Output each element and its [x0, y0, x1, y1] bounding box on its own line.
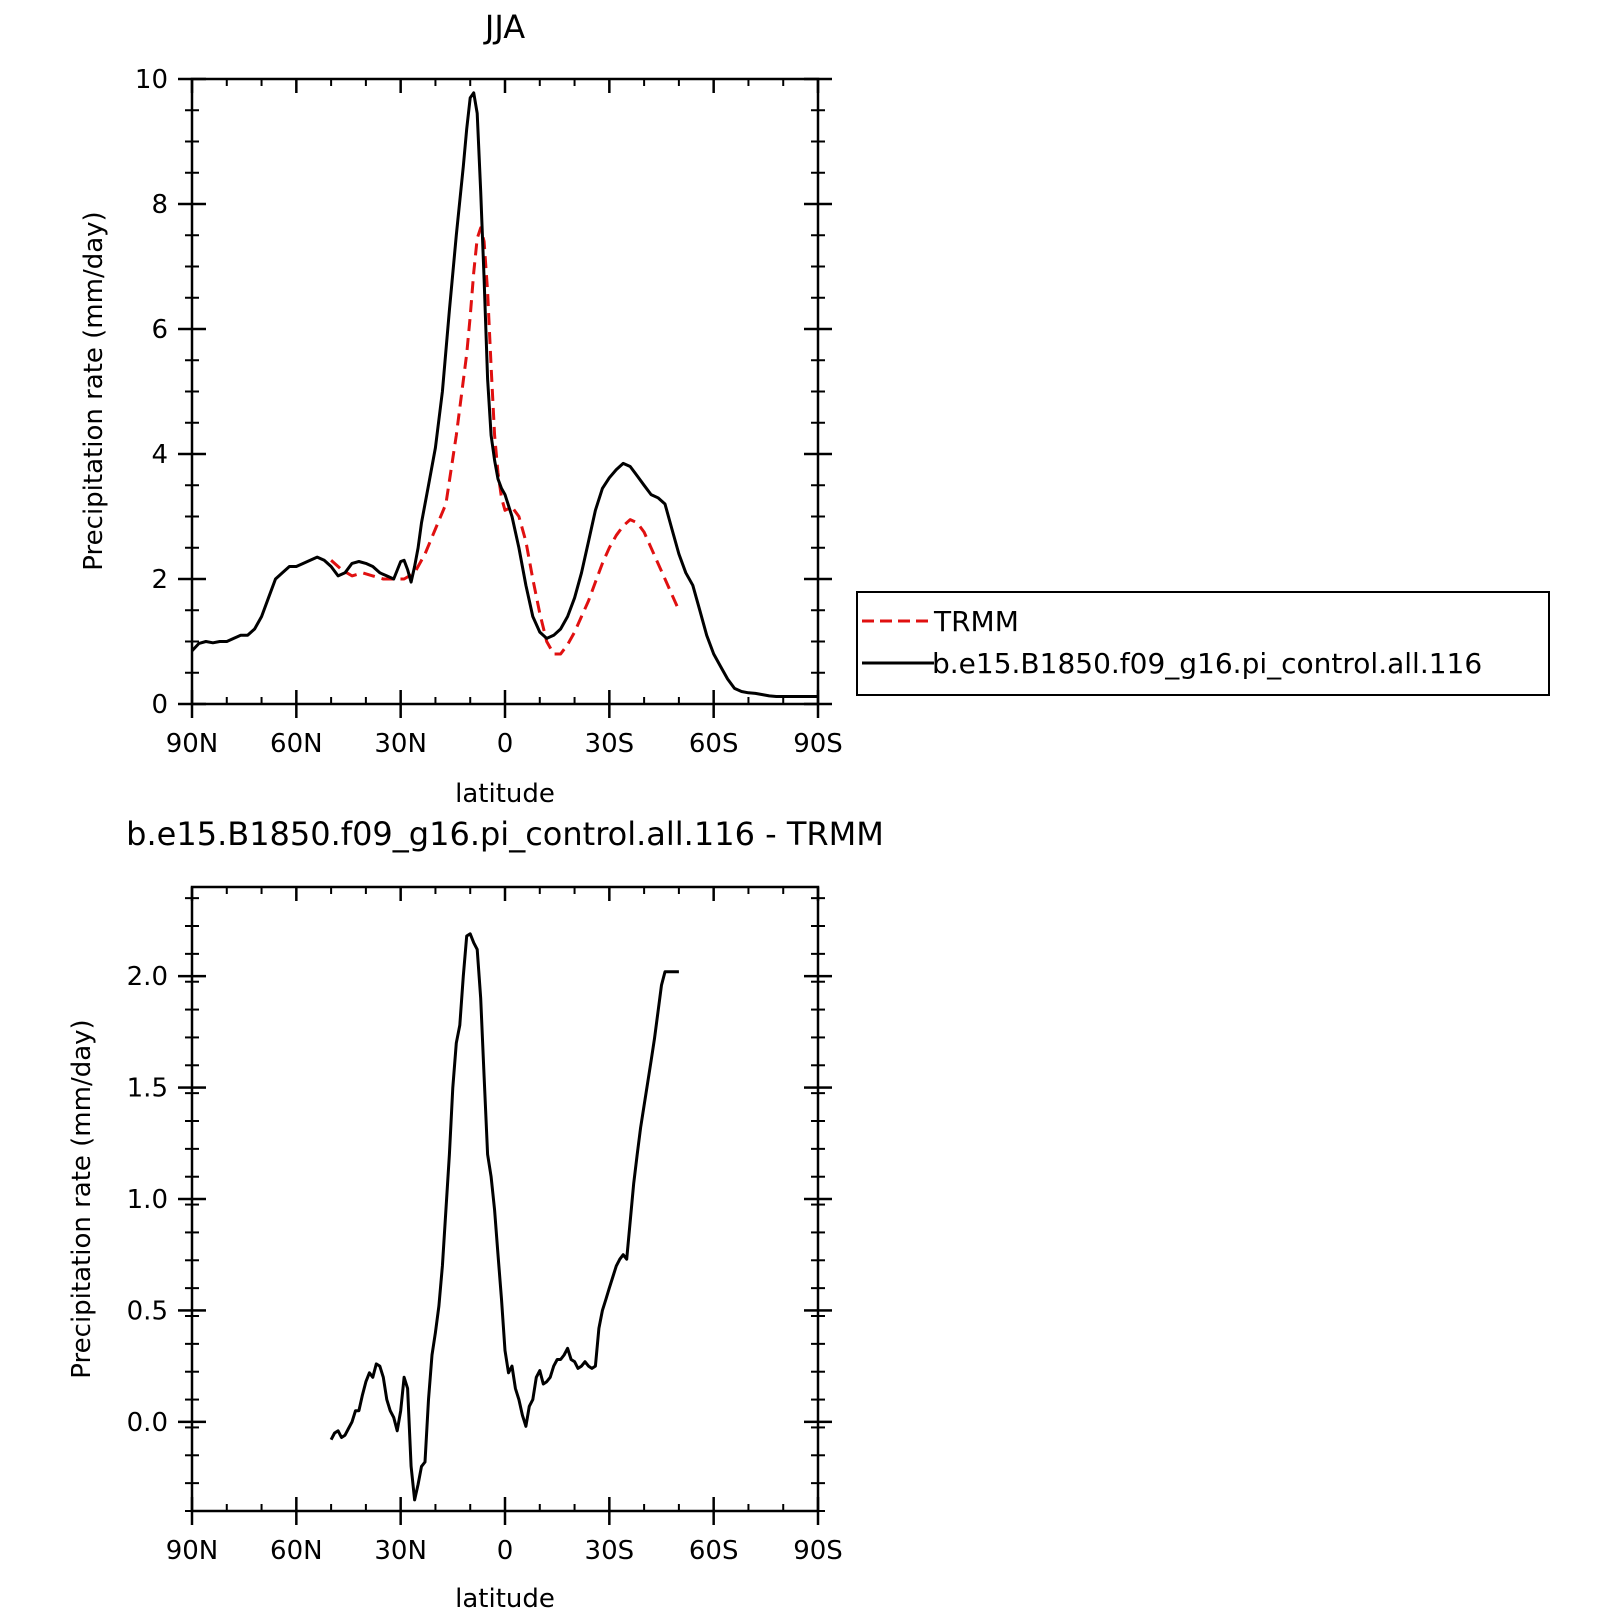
- top-x-tick-label: 90N: [166, 729, 219, 759]
- top-x-tick-label: 60N: [270, 729, 323, 759]
- top-x-axis-title: latitude: [455, 779, 555, 809]
- top-y-tick-label: 10: [135, 65, 168, 95]
- legend: TRMM b.e15.B1850.f09_g16.pi_control.all.…: [856, 591, 1550, 696]
- top-x-tick-label: 90S: [793, 729, 843, 759]
- legend-label-model: b.e15.B1850.f09_g16.pi_control.all.116: [932, 647, 1482, 680]
- bottom-x-axis-title: latitude: [455, 1584, 555, 1613]
- top-series-line-0: [330, 226, 681, 656]
- top-chart-title: JJA: [483, 8, 525, 46]
- top-x-tick-label: 0: [497, 729, 514, 759]
- top-plot-frame: [190, 77, 820, 706]
- bottom-panel: b.e15.B1850.f09_g16.pi_control.all.116 -…: [67, 815, 884, 1613]
- bottom-x-tick-label: 0: [497, 1536, 514, 1566]
- bottom-x-tick-label: 90S: [793, 1536, 843, 1566]
- top-y-tick-label: 4: [151, 440, 168, 470]
- top-series-line-1: [190, 91, 818, 698]
- bottom-chart-title: b.e15.B1850.f09_g16.pi_control.all.116 -…: [126, 815, 884, 853]
- bottom-x-tick-label: 30S: [585, 1536, 635, 1566]
- top-x-tick-label: 30S: [585, 729, 635, 759]
- top-y-tick-label: 8: [151, 190, 168, 220]
- bottom-x-tick-label: 60S: [689, 1536, 739, 1566]
- bottom-y-tick-label: 0.5: [127, 1296, 168, 1326]
- top-y-tick-label: 6: [151, 315, 168, 345]
- top-y-tick-label: 2: [151, 565, 168, 595]
- bottom-x-tick-label: 90N: [166, 1536, 219, 1566]
- bottom-series-line-0: [329, 932, 679, 1502]
- top-x-tick-label: 30N: [374, 729, 427, 759]
- bottom-x-tick-label: 30N: [374, 1536, 427, 1566]
- bottom-y-axis-title: Precipitation rate (mm/day): [67, 1019, 97, 1378]
- bottom-y-tick-label: 0.0: [127, 1408, 168, 1438]
- top-y-axis-title: Precipitation rate (mm/day): [79, 211, 109, 570]
- bottom-x-tick-label: 60N: [270, 1536, 323, 1566]
- bottom-plot-frame: [190, 885, 820, 1513]
- bottom-y-tick-label: 1.5: [127, 1074, 168, 1104]
- top-x-tick-label: 60S: [689, 729, 739, 759]
- legend-box: [856, 591, 1550, 696]
- bottom-y-tick-label: 1.0: [127, 1185, 168, 1215]
- legend-label-trmm: TRMM: [933, 605, 1019, 638]
- bottom-y-tick-label: 2.0: [127, 962, 168, 992]
- top-y-tick-label: 0: [151, 690, 168, 720]
